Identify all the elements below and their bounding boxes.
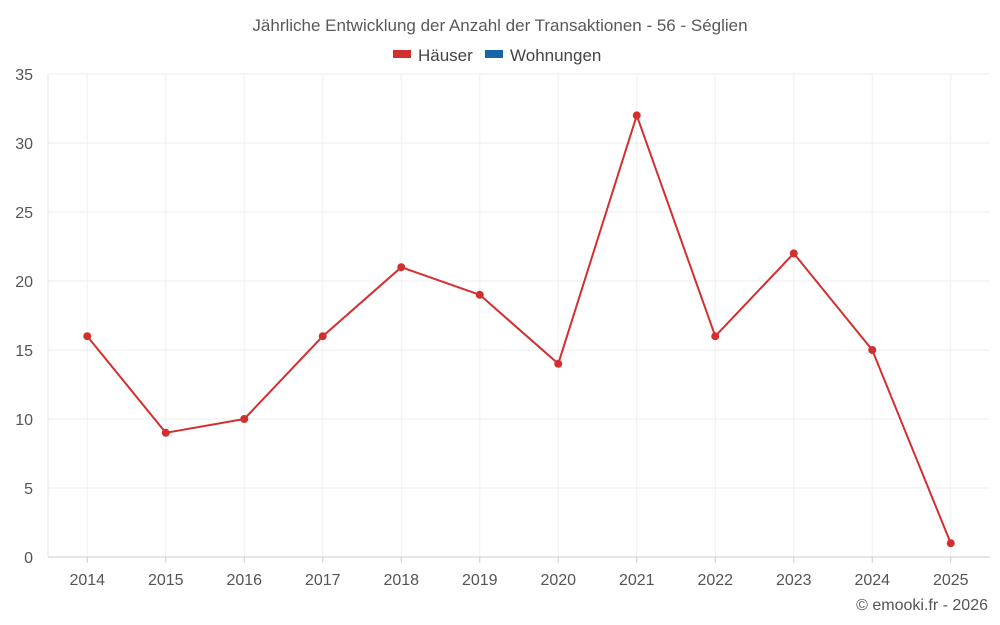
data-point-haeuser-2025[interactable]	[946, 539, 955, 548]
x-tick-label: 2015	[148, 572, 184, 589]
y-tick-label: 25	[15, 205, 33, 222]
data-point-haeuser-2023[interactable]	[789, 249, 798, 258]
data-point-haeuser-2022[interactable]	[711, 332, 720, 341]
series-line-haeuser	[86, 114, 952, 544]
data-point-haeuser-2016[interactable]	[240, 415, 249, 423]
data-point-haeuser-2024[interactable]	[868, 346, 877, 354]
data-point-haeuser-2019[interactable]	[475, 290, 484, 299]
y-tick-label: 15	[15, 343, 33, 360]
legend-swatch-wohnungen	[485, 50, 503, 58]
x-tick-label: 2024	[854, 572, 890, 589]
y-tick-label: 20	[15, 274, 33, 291]
x-tick-label: 2018	[383, 572, 419, 589]
x-axis: 2014 2015 2016 2017 2018 2019 2020 2021 2022 2023…	[48, 556, 990, 589]
data-point-haeuser-2014[interactable]	[83, 332, 92, 341]
x-tick-label: 2020	[540, 572, 576, 589]
data-point-haeuser-2020[interactable]	[554, 359, 563, 368]
legend: Häuser Wohnungen	[393, 46, 601, 65]
credit-text: © emooki.fr - 2026	[856, 597, 988, 614]
legend-label-haeuser[interactable]: Häuser	[418, 46, 473, 65]
x-tick-label: 2016	[226, 572, 262, 589]
y-tick-label: 35	[15, 67, 33, 84]
data-point-haeuser-2015[interactable]	[161, 428, 170, 437]
x-tick-label: 2025	[933, 572, 969, 589]
chart-title: Jährliche Entwicklung der Anzahl der Tra…	[252, 16, 747, 35]
x-tick-label: 2017	[305, 572, 341, 589]
x-tick-label: 2021	[619, 572, 655, 589]
y-tick-label: 0	[24, 550, 33, 567]
data-point-haeuser-2021[interactable]	[632, 111, 641, 120]
series-lines	[86, 114, 952, 544]
y-tick-label: 30	[15, 136, 33, 153]
y-axis: 0 5 10 15 20 25 30 35	[15, 67, 49, 567]
grid	[48, 73, 990, 557]
x-tick-label: 2023	[776, 572, 812, 589]
data-point-haeuser-2017[interactable]	[318, 332, 327, 341]
legend-swatch-haeuser	[393, 50, 411, 58]
legend-label-wohnungen[interactable]: Wohnungen	[510, 46, 601, 65]
data-point-haeuser-2018[interactable]	[397, 263, 406, 272]
x-tick-label: 2022	[697, 572, 733, 589]
y-tick-label: 10	[15, 412, 33, 429]
series-points	[83, 111, 955, 548]
x-tick-label: 2014	[69, 572, 105, 589]
y-tick-label: 5	[24, 481, 33, 498]
x-tick-label: 2019	[462, 572, 498, 589]
